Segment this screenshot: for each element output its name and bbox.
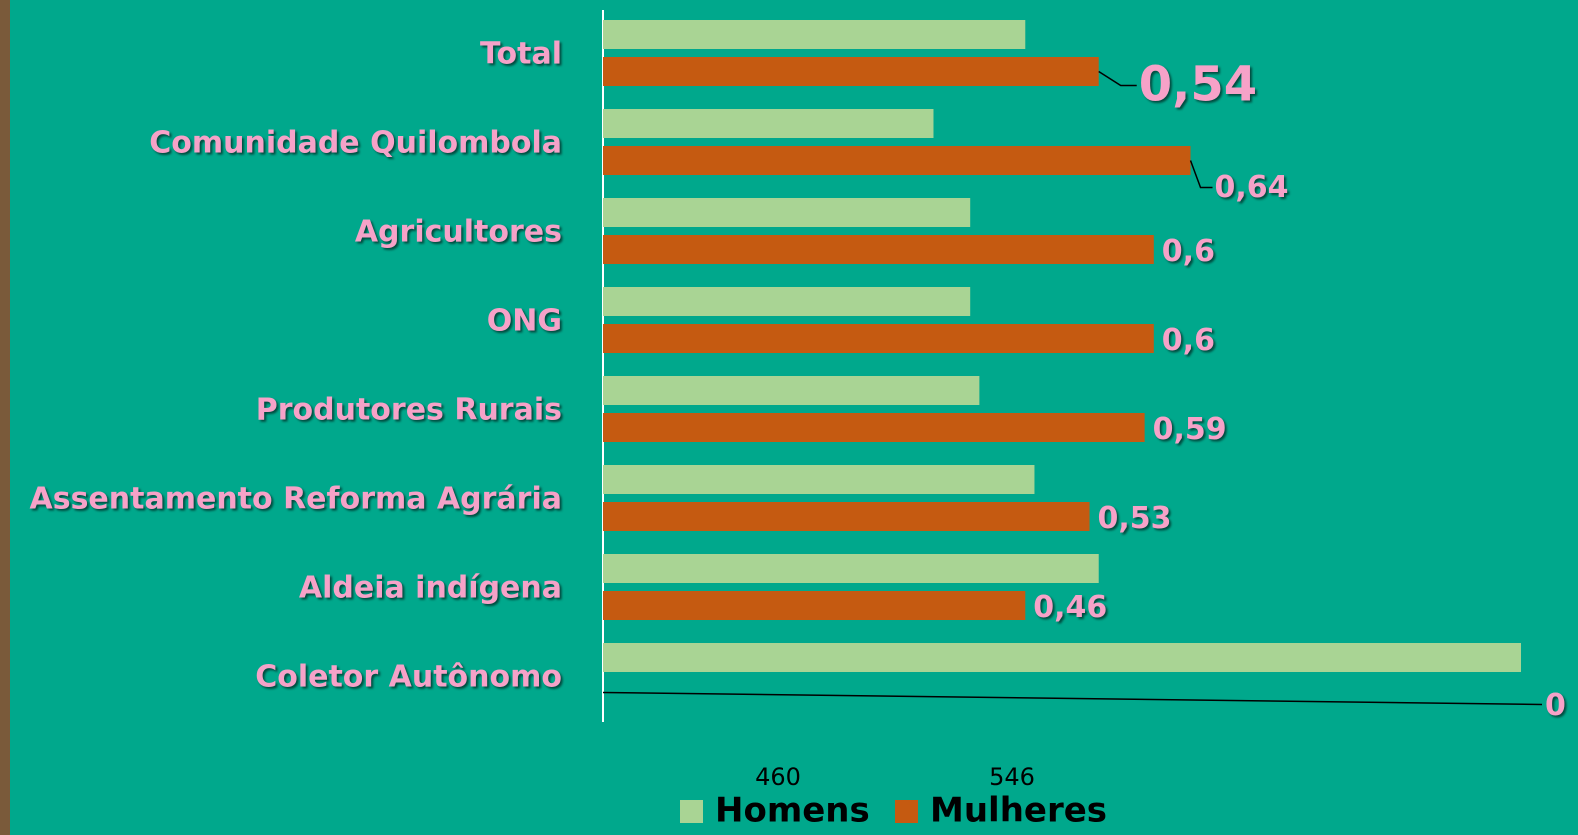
value-label: 0,53 (1098, 501, 1172, 536)
bar (603, 109, 933, 138)
category-label: Assentamento Reforma Agrária (30, 482, 563, 517)
bar (603, 554, 1099, 583)
bar (603, 502, 1090, 531)
bar (603, 57, 1099, 86)
value-label: 0 (1545, 688, 1566, 723)
value-label: 0,6 (1162, 323, 1215, 358)
annotation: 546 (989, 763, 1035, 791)
category-label: Agricultores (355, 215, 562, 250)
bar (603, 591, 1025, 620)
value-label: 0,54 (1139, 57, 1257, 113)
bar (603, 413, 1145, 442)
legend-label: Homens (715, 791, 870, 831)
category-label: Produtores Rurais (256, 393, 562, 428)
leader-line (1099, 72, 1137, 86)
value-label: 0,6 (1162, 234, 1215, 269)
value-label: 0,46 (1033, 590, 1107, 625)
leader-line (603, 693, 1542, 705)
value-label: 0,59 (1153, 412, 1227, 447)
bar (603, 324, 1154, 353)
legend-swatch (895, 800, 918, 823)
category-label: ONG (487, 304, 562, 339)
category-label: Total (480, 37, 562, 72)
bar (603, 287, 970, 316)
chart: Total 0,54 Comunidade Quilombola 0,64 Agricu… (0, 0, 1578, 835)
bar (603, 146, 1191, 175)
bar (603, 465, 1034, 494)
annotation: 460 (755, 763, 801, 791)
category-label: Aldeia indígena (299, 571, 562, 606)
legend-label: Mulheres (930, 791, 1107, 831)
bar (603, 198, 970, 227)
photo-strip (0, 0, 10, 835)
bar (603, 376, 979, 405)
leader-line (1191, 161, 1213, 188)
category-label: Coletor Autônomo (255, 660, 562, 695)
bar (603, 643, 1521, 672)
bar (603, 20, 1025, 49)
category-label: Comunidade Quilombola (149, 126, 562, 161)
page: Total 0,54 Comunidade Quilombola 0,64 Agricu… (0, 0, 1578, 835)
bar (603, 235, 1154, 264)
legend-swatch (680, 800, 703, 823)
value-label: 0,64 (1215, 170, 1289, 205)
